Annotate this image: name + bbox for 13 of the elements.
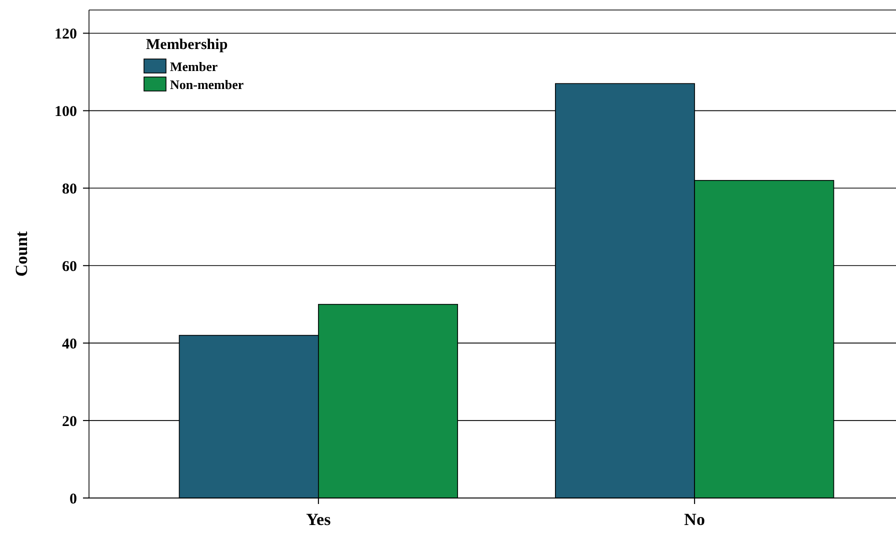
y-tick-label: 80 xyxy=(62,181,77,198)
x-tick-label: No xyxy=(684,510,705,529)
y-axis-title: Count xyxy=(12,230,31,277)
y-tick-label: 100 xyxy=(54,104,77,120)
legend-label: Non-member xyxy=(170,77,244,92)
y-tick-label: 20 xyxy=(62,414,77,430)
y-tick-label: 120 xyxy=(54,26,77,42)
y-tick-label: 60 xyxy=(62,258,77,275)
legend-title: Membership xyxy=(146,37,228,53)
y-tick-label: 0 xyxy=(70,491,77,508)
legend-label: Member xyxy=(170,59,218,74)
y-tick-label: 40 xyxy=(62,336,77,352)
x-tick-label: Yes xyxy=(306,510,332,529)
